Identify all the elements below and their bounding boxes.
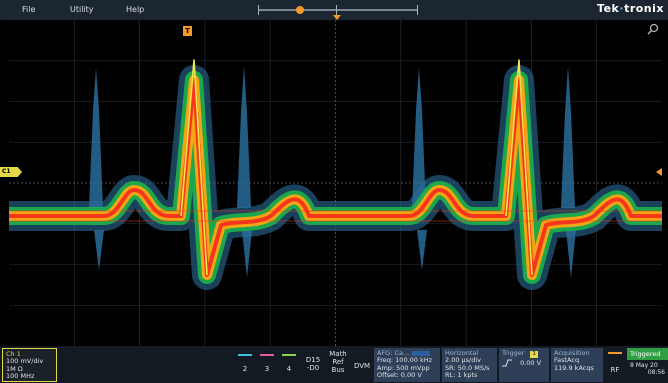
trigger-title: Trigger 1 xyxy=(502,349,538,359)
status-area: Triggered 8 May 20 08:56 xyxy=(627,348,668,382)
acquisition-mode: FastAcq xyxy=(554,356,580,365)
horizontal-record-length: RL: 1 kpts xyxy=(445,371,478,380)
ch1-impedance: 1M Ω xyxy=(6,364,23,373)
settings-bar: Ch 1 100 mV/div 1M Ω 100 MHz 2 3 4 D15 -… xyxy=(0,346,668,383)
acquisition-rate: 119.9 kAcqs xyxy=(554,363,594,372)
ch4-color-line xyxy=(282,354,296,356)
rf-button[interactable]: RF xyxy=(606,352,624,378)
rf-color-line xyxy=(608,352,622,354)
status-date: 8 May 20 xyxy=(630,362,658,369)
record-slider-tick-left xyxy=(258,5,259,15)
record-slider-tick-right xyxy=(417,5,418,15)
baseline-striations xyxy=(9,210,662,222)
menu-help[interactable]: Help xyxy=(126,5,145,14)
tektronix-logo: Tek·tronix xyxy=(597,2,664,15)
trigger-level: 0.00 V xyxy=(520,359,542,368)
ch2-color-line xyxy=(238,354,252,356)
persistence-spikes xyxy=(89,66,576,278)
trace-peak-yellow xyxy=(180,59,533,276)
zoom-icon[interactable] xyxy=(647,23,659,35)
status-time: 08:56 xyxy=(647,369,665,376)
waveform-display[interactable]: T xyxy=(9,20,662,346)
trigger-channel-tag: 1 xyxy=(530,351,538,359)
menu-bar: File Utility Help Tek·tronix xyxy=(0,0,668,20)
acquisition-badge[interactable]: Acquisition FastAcq 119.9 kAcqs xyxy=(551,348,603,382)
afg-offset: Offset: 0.00 V xyxy=(377,371,422,380)
afg-amplitude: Amp: 500 mVpp xyxy=(377,363,430,372)
ch1-bandwidth: 100 MHz xyxy=(6,372,35,381)
record-position-slider[interactable] xyxy=(258,5,418,15)
ch1-badge[interactable]: Ch 1 100 mV/div 1M Ω 100 MHz xyxy=(2,348,57,382)
math-ref-bus-button[interactable]: Math Ref Bus xyxy=(329,350,347,374)
record-slider-handle[interactable] xyxy=(296,6,304,14)
afg-title: AFG: Ca... xyxy=(377,349,437,357)
ch1-scale: 100 mV/div xyxy=(6,357,44,366)
ch2-button[interactable]: 2 xyxy=(236,349,254,381)
horizontal-sample-rate: SR: 50.0 MS/s xyxy=(445,363,490,372)
ch1-title: Ch 1 xyxy=(6,350,21,358)
menu-utility[interactable]: Utility xyxy=(70,5,94,14)
trigger-position-marker xyxy=(333,15,341,20)
rising-edge-icon xyxy=(502,359,512,367)
waveform-svg xyxy=(9,20,662,346)
afg-badge[interactable]: AFG: Ca... Freq: 100.00 kHz Amp: 500 mVp… xyxy=(374,348,440,382)
trigger-badge[interactable]: Trigger 1 0.00 V xyxy=(499,348,549,382)
afg-indicator xyxy=(412,350,431,356)
trigger-level-arrow[interactable] xyxy=(656,168,662,176)
digital-d15-d0-button[interactable]: D15 -D0 xyxy=(305,356,321,372)
menu-file[interactable]: File xyxy=(22,5,36,14)
trigger-row: 0.00 V xyxy=(502,359,546,367)
ch4-button[interactable]: 4 xyxy=(280,349,298,381)
ch3-color-line xyxy=(260,354,274,356)
horizontal-title: Horizontal xyxy=(445,349,479,357)
horizontal-timebase: 2.00 µs/div xyxy=(445,356,482,365)
dvm-button[interactable]: DVM xyxy=(353,362,371,370)
ch1-offset-marker[interactable]: C1 xyxy=(0,167,22,177)
trigger-marker[interactable]: T xyxy=(183,26,192,36)
acquisition-title: Acquisition xyxy=(554,349,590,357)
triggered-status: Triggered xyxy=(627,348,668,360)
afg-frequency: Freq: 100.00 kHz xyxy=(377,356,433,365)
ch3-button[interactable]: 3 xyxy=(258,349,276,381)
horizontal-badge[interactable]: Horizontal 2.00 µs/div SR: 50.0 MS/s RL:… xyxy=(442,348,497,382)
record-slider-tick-mid xyxy=(336,5,337,15)
